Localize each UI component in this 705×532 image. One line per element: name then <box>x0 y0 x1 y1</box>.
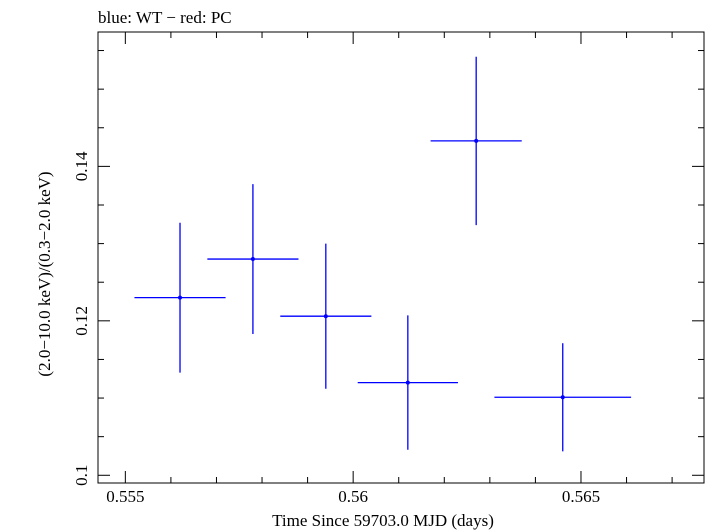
y-axis-label: (2.0−10.0 keV)/(0.3−2.0 keV) <box>35 171 54 376</box>
point-marker <box>178 295 183 300</box>
chart-title: blue: WT − red: PC <box>98 8 232 27</box>
axis-tick-labels: 0.555 0.56 0.565 0.1 0.12 0.14 <box>72 151 600 506</box>
data-point <box>357 315 458 450</box>
point-marker <box>250 257 255 262</box>
data-point <box>430 56 522 226</box>
data-point <box>280 243 372 389</box>
y-tick-label: 0.14 <box>72 151 91 181</box>
x-axis-label: Time Since 59703.0 MJD (days) <box>272 511 494 530</box>
y-tick-label: 0.12 <box>72 306 91 336</box>
x-tick-label: 0.565 <box>562 487 600 506</box>
point-marker <box>560 395 565 400</box>
data-points <box>134 56 632 452</box>
plot-frame <box>97 31 705 484</box>
axis-ticks <box>98 32 704 483</box>
data-point <box>134 222 226 373</box>
point-marker <box>405 380 410 385</box>
point-marker <box>323 314 328 319</box>
y-tick-label: 0.1 <box>72 465 91 486</box>
point-marker <box>474 138 479 143</box>
data-point <box>494 343 632 452</box>
data-point <box>207 184 299 334</box>
x-tick-label: 0.555 <box>106 487 144 506</box>
x-tick-label: 0.56 <box>338 487 368 506</box>
